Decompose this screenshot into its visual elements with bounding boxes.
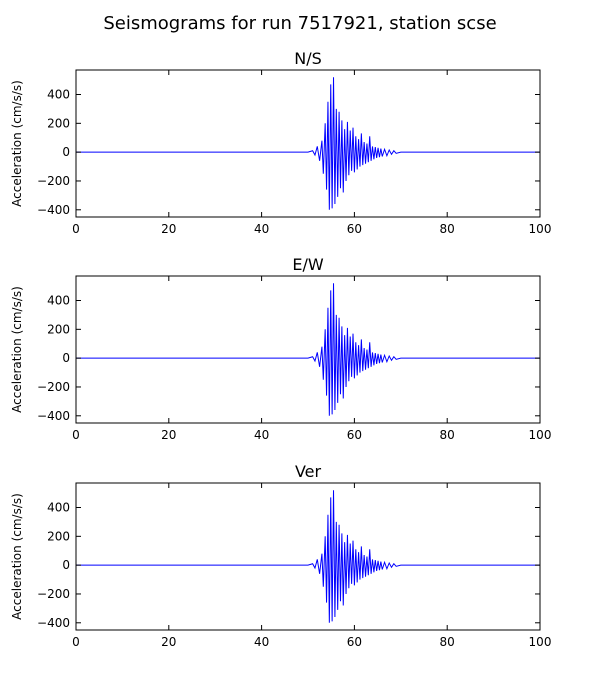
y-tick-label: 400 — [47, 501, 70, 515]
y-tick-label: 400 — [47, 88, 70, 102]
y-tick-label: 0 — [62, 351, 70, 365]
panel-2: Ver Acceleration (cm/s/s) −400 −200 0 200 400 0… — [10, 462, 551, 649]
seismogram-trace — [76, 490, 540, 623]
x-tick-label: 20 — [161, 635, 176, 649]
axes-frame — [75, 69, 541, 218]
axes-frame — [75, 482, 541, 631]
y-axis-label: Acceleration (cm/s/s) — [10, 493, 24, 620]
panel-title: Ver — [295, 462, 322, 481]
axes-frame — [75, 275, 541, 424]
panel-1: E/W Acceleration (cm/s/s) −400 −200 0 200 400 0… — [10, 255, 551, 442]
panel-title: N/S — [294, 49, 322, 68]
seismogram-trace — [76, 283, 540, 416]
x-tick-label: 20 — [161, 428, 176, 442]
y-tick-label: −400 — [37, 616, 70, 630]
y-tick-label: 400 — [47, 294, 70, 308]
x-tick-label: 0 — [72, 428, 80, 442]
y-tick-label: 0 — [62, 145, 70, 159]
x-tick-label: 100 — [529, 635, 552, 649]
x-tick-label: 40 — [254, 428, 269, 442]
y-tick-label: 200 — [47, 116, 70, 130]
y-tick-label: −200 — [37, 587, 70, 601]
x-tick-label: 80 — [440, 635, 455, 649]
panel-0: N/S Acceleration (cm/s/s) −400 −200 0 200 400 0… — [10, 49, 551, 236]
y-tick-label: 200 — [47, 529, 70, 543]
y-tick-label: 0 — [62, 558, 70, 572]
x-tick-label: 60 — [347, 428, 362, 442]
x-tick-label: 40 — [254, 635, 269, 649]
y-axis-label: Acceleration (cm/s/s) — [10, 286, 24, 413]
x-tick-label: 100 — [529, 222, 552, 236]
y-tick-label: −400 — [37, 409, 70, 423]
x-tick-label: 40 — [254, 222, 269, 236]
y-tick-label: −200 — [37, 174, 70, 188]
y-tick-label: −400 — [37, 203, 70, 217]
y-tick-label: 200 — [47, 322, 70, 336]
figure-title: Seismograms for run 7517921, station scs… — [103, 13, 496, 34]
y-tick-label: −200 — [37, 380, 70, 394]
x-tick-label: 60 — [347, 635, 362, 649]
x-tick-label: 60 — [347, 222, 362, 236]
x-tick-label: 0 — [72, 635, 80, 649]
x-tick-label: 20 — [161, 222, 176, 236]
seismogram-trace — [76, 77, 540, 210]
y-axis-label: Acceleration (cm/s/s) — [10, 80, 24, 207]
x-tick-label: 80 — [440, 222, 455, 236]
x-tick-label: 0 — [72, 222, 80, 236]
panel-title: E/W — [292, 255, 324, 274]
x-tick-label: 100 — [529, 428, 552, 442]
x-tick-label: 80 — [440, 428, 455, 442]
